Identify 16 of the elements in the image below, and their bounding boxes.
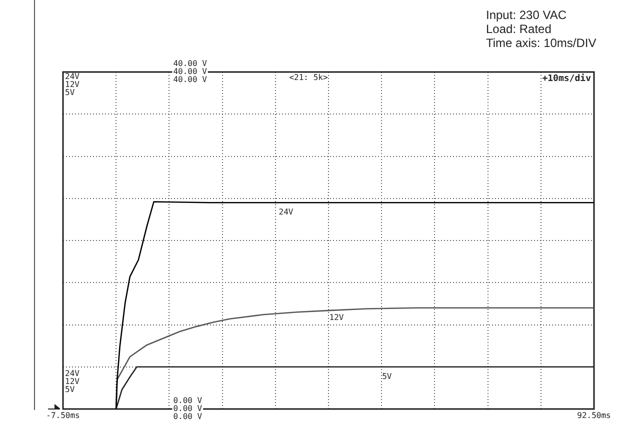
annotation: +10ms/div	[542, 72, 592, 84]
text: 12V	[65, 377, 80, 386]
text: 24V	[65, 369, 80, 378]
series-label: 12V	[329, 312, 344, 322]
x-tick-label: -7.50ms	[46, 411, 80, 420]
x-tick-label: 92.50ms	[577, 411, 612, 420]
text: Load: Rated	[486, 22, 552, 36]
text: 5V	[65, 385, 75, 394]
series-label: 5V	[382, 372, 392, 381]
text: 12V	[65, 80, 80, 90]
series-label: 24V	[278, 208, 294, 217]
annotation: <21: 5k>	[289, 73, 328, 82]
text: Input: 230 VAC	[486, 8, 568, 22]
text: 24V	[65, 72, 80, 82]
text: Time axis: 10ms/DIV	[486, 36, 596, 50]
text: 5V	[65, 88, 75, 98]
